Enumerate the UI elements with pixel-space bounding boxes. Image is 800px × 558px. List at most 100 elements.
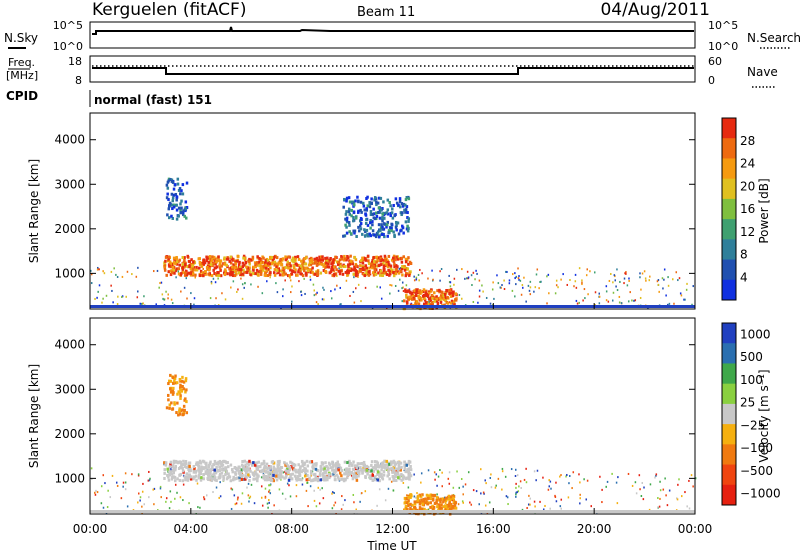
cell-pixel: [182, 270, 185, 274]
noise-pixel: [634, 481, 637, 484]
cell-pixel: [254, 272, 257, 276]
cell-pixel: [382, 266, 386, 270]
cell-pixel: [444, 299, 447, 303]
cell-pixel: [403, 508, 407, 512]
cell-pixel: [426, 502, 430, 506]
noise-pixel: [485, 482, 487, 485]
cell-pixel: [219, 261, 222, 265]
cell-pixel: [173, 376, 177, 380]
cell-pixel: [439, 497, 442, 501]
cell-pixel: [367, 261, 371, 265]
noise-pixel: [519, 480, 522, 483]
noise-pixel: [555, 279, 558, 282]
cell-pixel: [166, 467, 169, 471]
cell-pixel: [241, 265, 245, 269]
cell-pixel: [168, 204, 171, 208]
noise-pixel: [94, 491, 96, 494]
cell-pixel: [234, 259, 237, 263]
cell-pixel: [302, 258, 305, 262]
cell-pixel: [272, 467, 275, 471]
cell-pixel: [344, 477, 347, 481]
cell-pixel: [173, 475, 177, 479]
cell-pixel: [420, 498, 423, 502]
cell-pixel: [382, 473, 386, 477]
cell-pixel: [231, 265, 234, 269]
noise-pixel: [247, 482, 250, 485]
cell-pixel: [330, 262, 333, 266]
cell-pixel: [405, 295, 408, 299]
noise-pixel: [529, 286, 532, 289]
cell-pixel: [407, 217, 411, 221]
cell-pixel: [244, 477, 247, 481]
cell-pixel: [397, 463, 401, 467]
cell-pixel: [395, 201, 399, 205]
cell-pixel: [173, 479, 177, 483]
cell-pixel: [169, 463, 172, 467]
cell-pixel: [340, 477, 343, 481]
noise-pixel: [627, 300, 630, 303]
cell-pixel: [359, 269, 363, 273]
cell-pixel: [217, 255, 220, 259]
cell-pixel: [421, 290, 425, 294]
noise-pixel: [613, 274, 616, 277]
noise-pixel: [547, 488, 550, 491]
cell-pixel: [262, 256, 265, 260]
noise-pixel: [516, 474, 519, 477]
noise-pixel: [322, 286, 324, 289]
cell-pixel: [279, 269, 282, 273]
cell-pixel: [360, 210, 363, 214]
noise-pixel: [542, 508, 545, 511]
cell-pixel: [320, 262, 323, 266]
cell-pixel: [183, 214, 186, 218]
cell-pixel: [331, 268, 335, 272]
noise-pixel: [515, 493, 517, 496]
noise-pixel: [515, 491, 517, 494]
cell-pixel: [355, 264, 358, 268]
noise-pixel: [501, 284, 503, 287]
noise-pixel: [232, 280, 235, 283]
noise-pixel: [111, 289, 113, 292]
cell-pixel: [328, 476, 331, 480]
cell-pixel: [329, 472, 332, 476]
cell-pixel: [407, 468, 411, 472]
cell-pixel: [357, 225, 360, 229]
cell-pixel: [407, 262, 410, 266]
cell-pixel: [302, 266, 305, 270]
cell-pixel: [450, 505, 453, 509]
cell-pixel: [256, 255, 259, 259]
noise-pixel: [246, 486, 248, 489]
cell-pixel: [242, 254, 246, 258]
noise-pixel: [535, 479, 537, 482]
colorbar-tick-label: 4: [740, 270, 748, 284]
cell-pixel: [167, 398, 170, 402]
cell-pixel: [365, 207, 368, 211]
noise-pixel: [483, 492, 485, 495]
power-data-layer: [90, 177, 695, 311]
cell-pixel: [371, 223, 374, 227]
cell-pixel: [192, 260, 195, 264]
cell-pixel: [392, 477, 396, 481]
noise-pixel: [464, 277, 466, 280]
ytick-label: 1000: [54, 266, 85, 280]
noise-pixel: [679, 292, 682, 295]
cell-pixel: [163, 268, 167, 272]
noise-pixel: [481, 284, 483, 287]
noise-pixel: [676, 498, 679, 501]
noise-pixel: [141, 302, 143, 305]
cell-pixel: [175, 267, 179, 271]
cell-pixel: [181, 256, 185, 260]
cell-pixel: [164, 461, 168, 465]
cell-pixel: [328, 463, 332, 467]
cell-pixel: [357, 462, 360, 466]
cell-pixel: [345, 196, 349, 200]
noise-pixel: [98, 268, 100, 271]
cell-pixel: [408, 295, 411, 299]
cell-pixel: [336, 475, 340, 479]
nsearch-tick-top: 10^5: [708, 19, 738, 32]
noise-pixel: [221, 292, 223, 295]
noise-pixel: [353, 301, 356, 304]
noise-pixel: [529, 503, 531, 506]
cell-pixel: [165, 273, 168, 277]
cell-pixel: [400, 465, 403, 469]
cell-pixel: [199, 472, 203, 476]
